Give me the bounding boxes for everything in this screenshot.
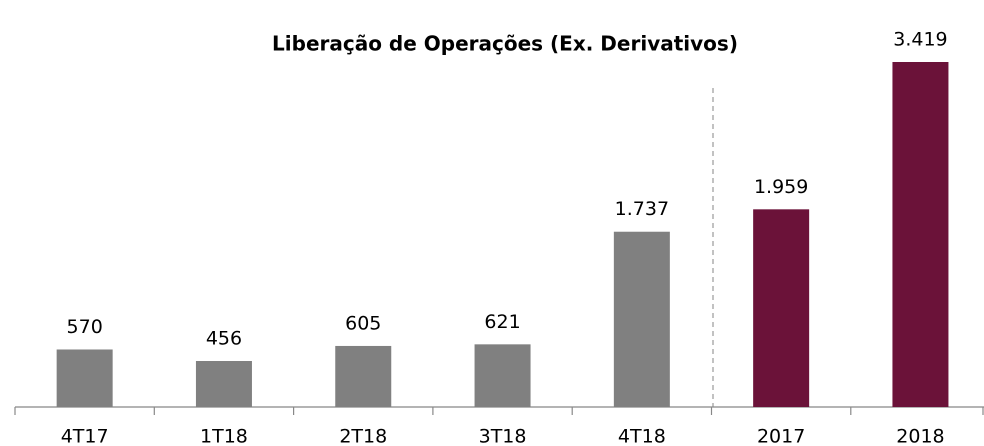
value-label: 1.959 [754,176,808,198]
x-tick-label: 2T18 [339,426,387,446]
x-tick-label: 2018 [896,426,944,446]
bar [892,62,949,407]
x-tick-label: 4T18 [618,426,666,446]
value-label: 621 [484,311,520,333]
value-label: 456 [206,327,242,349]
bar [613,231,670,407]
bar [335,345,392,407]
x-tick-label: 2017 [757,426,805,446]
bar [753,209,810,407]
value-label: 570 [67,316,103,338]
bar [474,344,531,407]
x-tick-label: 1T18 [200,426,248,446]
chart-title: Liberação de Operações (Ex. Derivativos) [272,32,738,56]
bar [56,349,113,407]
value-label: 1.737 [615,198,669,220]
value-label: 605 [345,312,381,334]
x-tick-label: 4T17 [61,426,109,446]
value-label: 3.419 [893,29,947,51]
bar [195,360,252,407]
x-tick-label: 3T18 [479,426,527,446]
